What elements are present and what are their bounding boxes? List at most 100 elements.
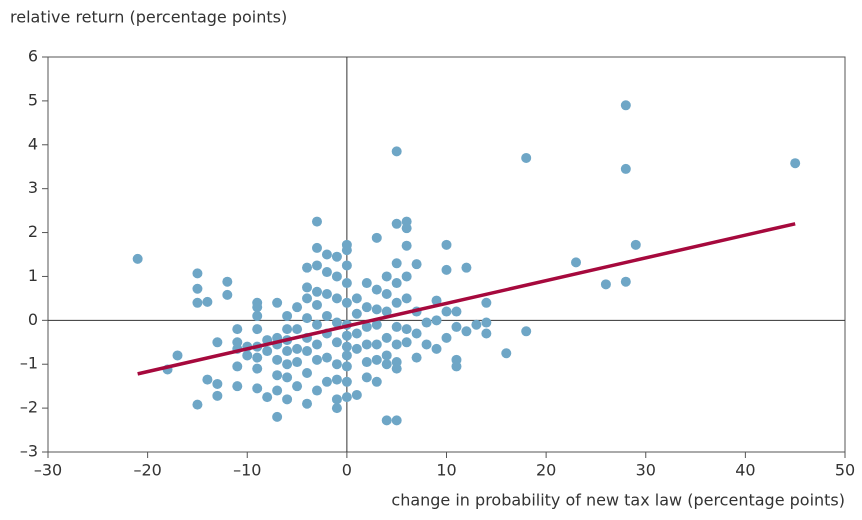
y-tick-label: –3 (20, 442, 38, 461)
point (292, 302, 303, 313)
point (331, 337, 342, 348)
point (391, 363, 402, 374)
point (620, 100, 631, 111)
point (321, 267, 332, 278)
point (192, 399, 203, 410)
point (272, 297, 283, 308)
point (222, 289, 233, 300)
point (341, 350, 352, 361)
point (571, 257, 582, 268)
point (371, 354, 382, 365)
point (381, 306, 392, 317)
y-tick-label: 0 (28, 310, 38, 329)
point (172, 350, 183, 361)
y-axis-label: relative return (percentage points) (10, 8, 287, 27)
point (411, 352, 422, 363)
point (461, 326, 472, 337)
point (381, 332, 392, 343)
point (381, 289, 392, 299)
point (302, 293, 313, 304)
point (252, 324, 263, 335)
point (401, 223, 412, 234)
point (341, 361, 352, 372)
point (361, 302, 372, 313)
point (401, 240, 412, 251)
point (302, 346, 313, 357)
point (311, 299, 322, 310)
point (232, 381, 243, 392)
point (391, 415, 402, 426)
point (411, 328, 422, 339)
point (272, 370, 283, 381)
y-tick-label: 6 (28, 47, 38, 66)
x-tick-label: –10 (233, 461, 261, 480)
point (252, 310, 263, 321)
point (371, 284, 382, 295)
point (431, 343, 442, 354)
point (381, 359, 392, 370)
point (222, 276, 233, 287)
point (311, 319, 322, 330)
point (451, 361, 462, 372)
point (282, 394, 293, 405)
point (202, 374, 213, 385)
point (192, 268, 203, 279)
x-tick-label: 0 (342, 461, 352, 480)
point (331, 271, 342, 282)
point (292, 381, 303, 392)
point (620, 163, 631, 174)
point (341, 278, 352, 289)
point (351, 328, 362, 339)
point (481, 297, 492, 308)
x-axis-label: change in probability of new tax law (pe… (391, 491, 845, 510)
point (252, 302, 263, 313)
point (371, 304, 382, 315)
point (481, 317, 492, 328)
point (401, 324, 412, 335)
point (331, 317, 342, 328)
point (471, 319, 482, 330)
point (321, 249, 332, 260)
point (431, 315, 442, 326)
point (391, 278, 402, 289)
point (361, 339, 372, 350)
point (401, 293, 412, 304)
point (361, 357, 372, 368)
point (321, 376, 332, 387)
point (481, 328, 492, 339)
fit-line (137, 222, 796, 376)
point (381, 350, 392, 361)
point (311, 260, 322, 271)
point (351, 343, 362, 354)
point (371, 339, 382, 350)
point (361, 372, 372, 383)
point (361, 321, 372, 332)
point (192, 297, 203, 308)
point (351, 308, 362, 319)
y-tick-label: 3 (28, 178, 38, 197)
point (302, 262, 313, 273)
point (391, 339, 402, 350)
y-tick-label: 4 (28, 134, 38, 153)
point (501, 348, 512, 359)
point (321, 352, 332, 363)
x-tick-label: –30 (34, 461, 62, 480)
point (282, 310, 293, 321)
y-tick-label: –2 (20, 398, 38, 417)
point (232, 361, 243, 372)
point (302, 282, 313, 293)
point (431, 295, 442, 306)
point (620, 276, 631, 287)
point (302, 313, 313, 324)
point (272, 385, 283, 396)
x-tick-label: –20 (133, 461, 161, 480)
point (341, 376, 352, 387)
point (311, 354, 322, 365)
point (331, 374, 342, 385)
point (192, 283, 203, 294)
point (212, 390, 223, 401)
point (282, 346, 293, 357)
point (451, 306, 462, 317)
